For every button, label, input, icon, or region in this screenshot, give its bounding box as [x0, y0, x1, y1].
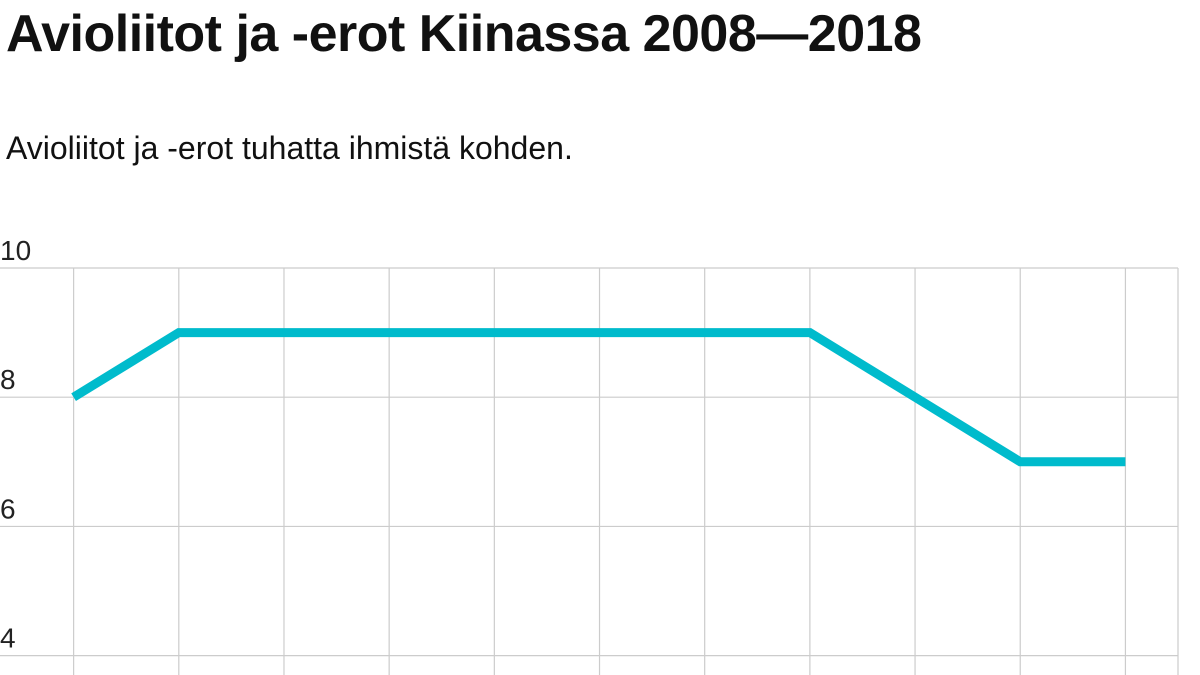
- y-tick-label: 10: [0, 235, 31, 266]
- series-line-0: [71, 328, 1126, 467]
- y-tick-label: 8: [0, 364, 16, 395]
- chart-title: Avioliitot ja -erot Kiinassa 2008—2018: [6, 5, 922, 63]
- y-axis-ticks: 10 8 6 4: [0, 235, 31, 654]
- y-tick-label: 6: [0, 493, 16, 524]
- chart-subtitle: Avioliitot ja -erot tuhatta ihmistä kohd…: [6, 130, 573, 166]
- y-tick-label: 4: [0, 623, 16, 654]
- series: [71, 328, 1126, 467]
